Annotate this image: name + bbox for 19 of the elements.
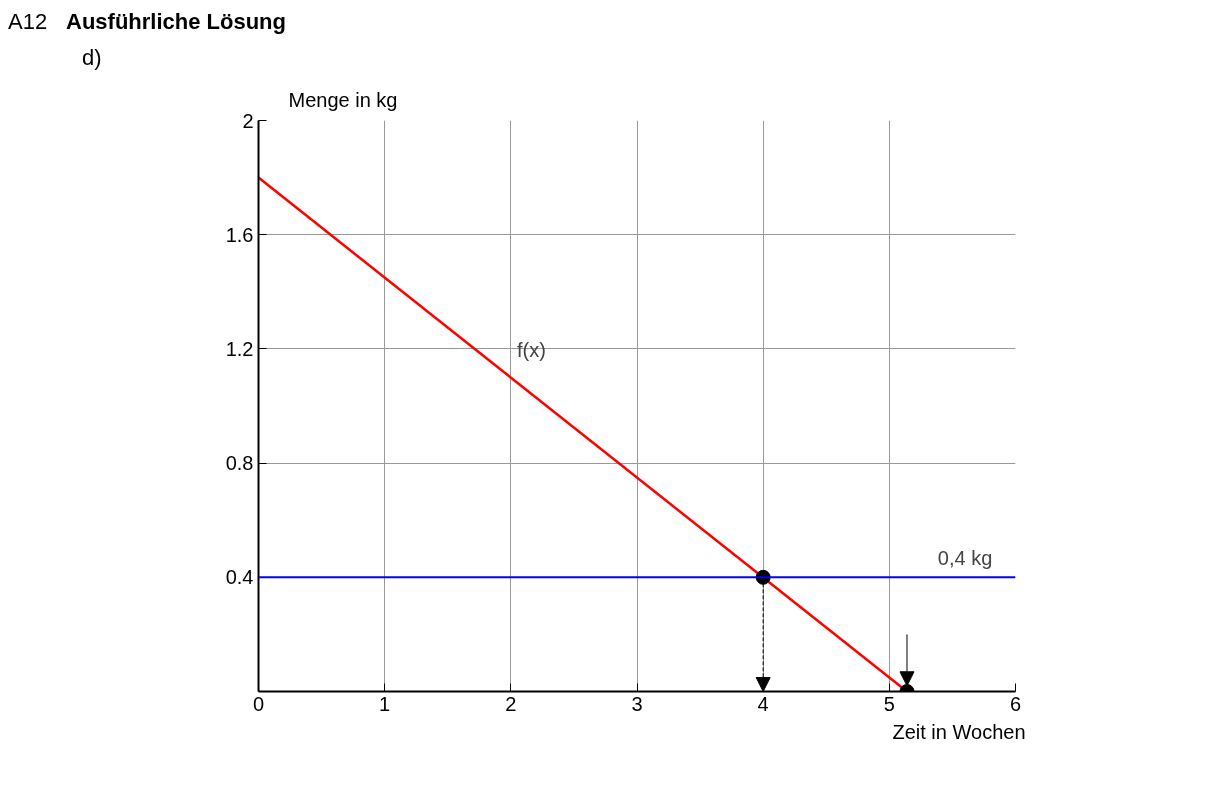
x-tick-label: 1 [379,692,391,715]
ref-line-label: 0,4 kg [937,547,993,570]
x-tick-label: 0 [252,692,265,715]
y-tick-label: 0.8 [225,452,254,475]
x-tick-label: 5 [883,692,895,715]
x-axis-title: Zeit in Wochen [892,720,1026,743]
y-tick-label: 1.6 [225,223,254,246]
x-tick-label: 3 [631,692,643,715]
y-tick-label: 1.2 [225,337,254,360]
y-axis-title: Menge in kg [288,88,398,111]
y-tick-label: 0.4 [225,566,254,589]
series-label: f(x) [516,338,546,361]
y-tick-label: 2 [242,109,254,132]
x-tick-label: 2 [505,692,517,715]
x-tick-label: 6 [1009,692,1022,715]
text: A12 [8,8,48,36]
x-tick-label: 4 [757,692,769,715]
chart-title: Ausführliche Lösung [66,8,286,36]
text: d) [82,44,102,72]
